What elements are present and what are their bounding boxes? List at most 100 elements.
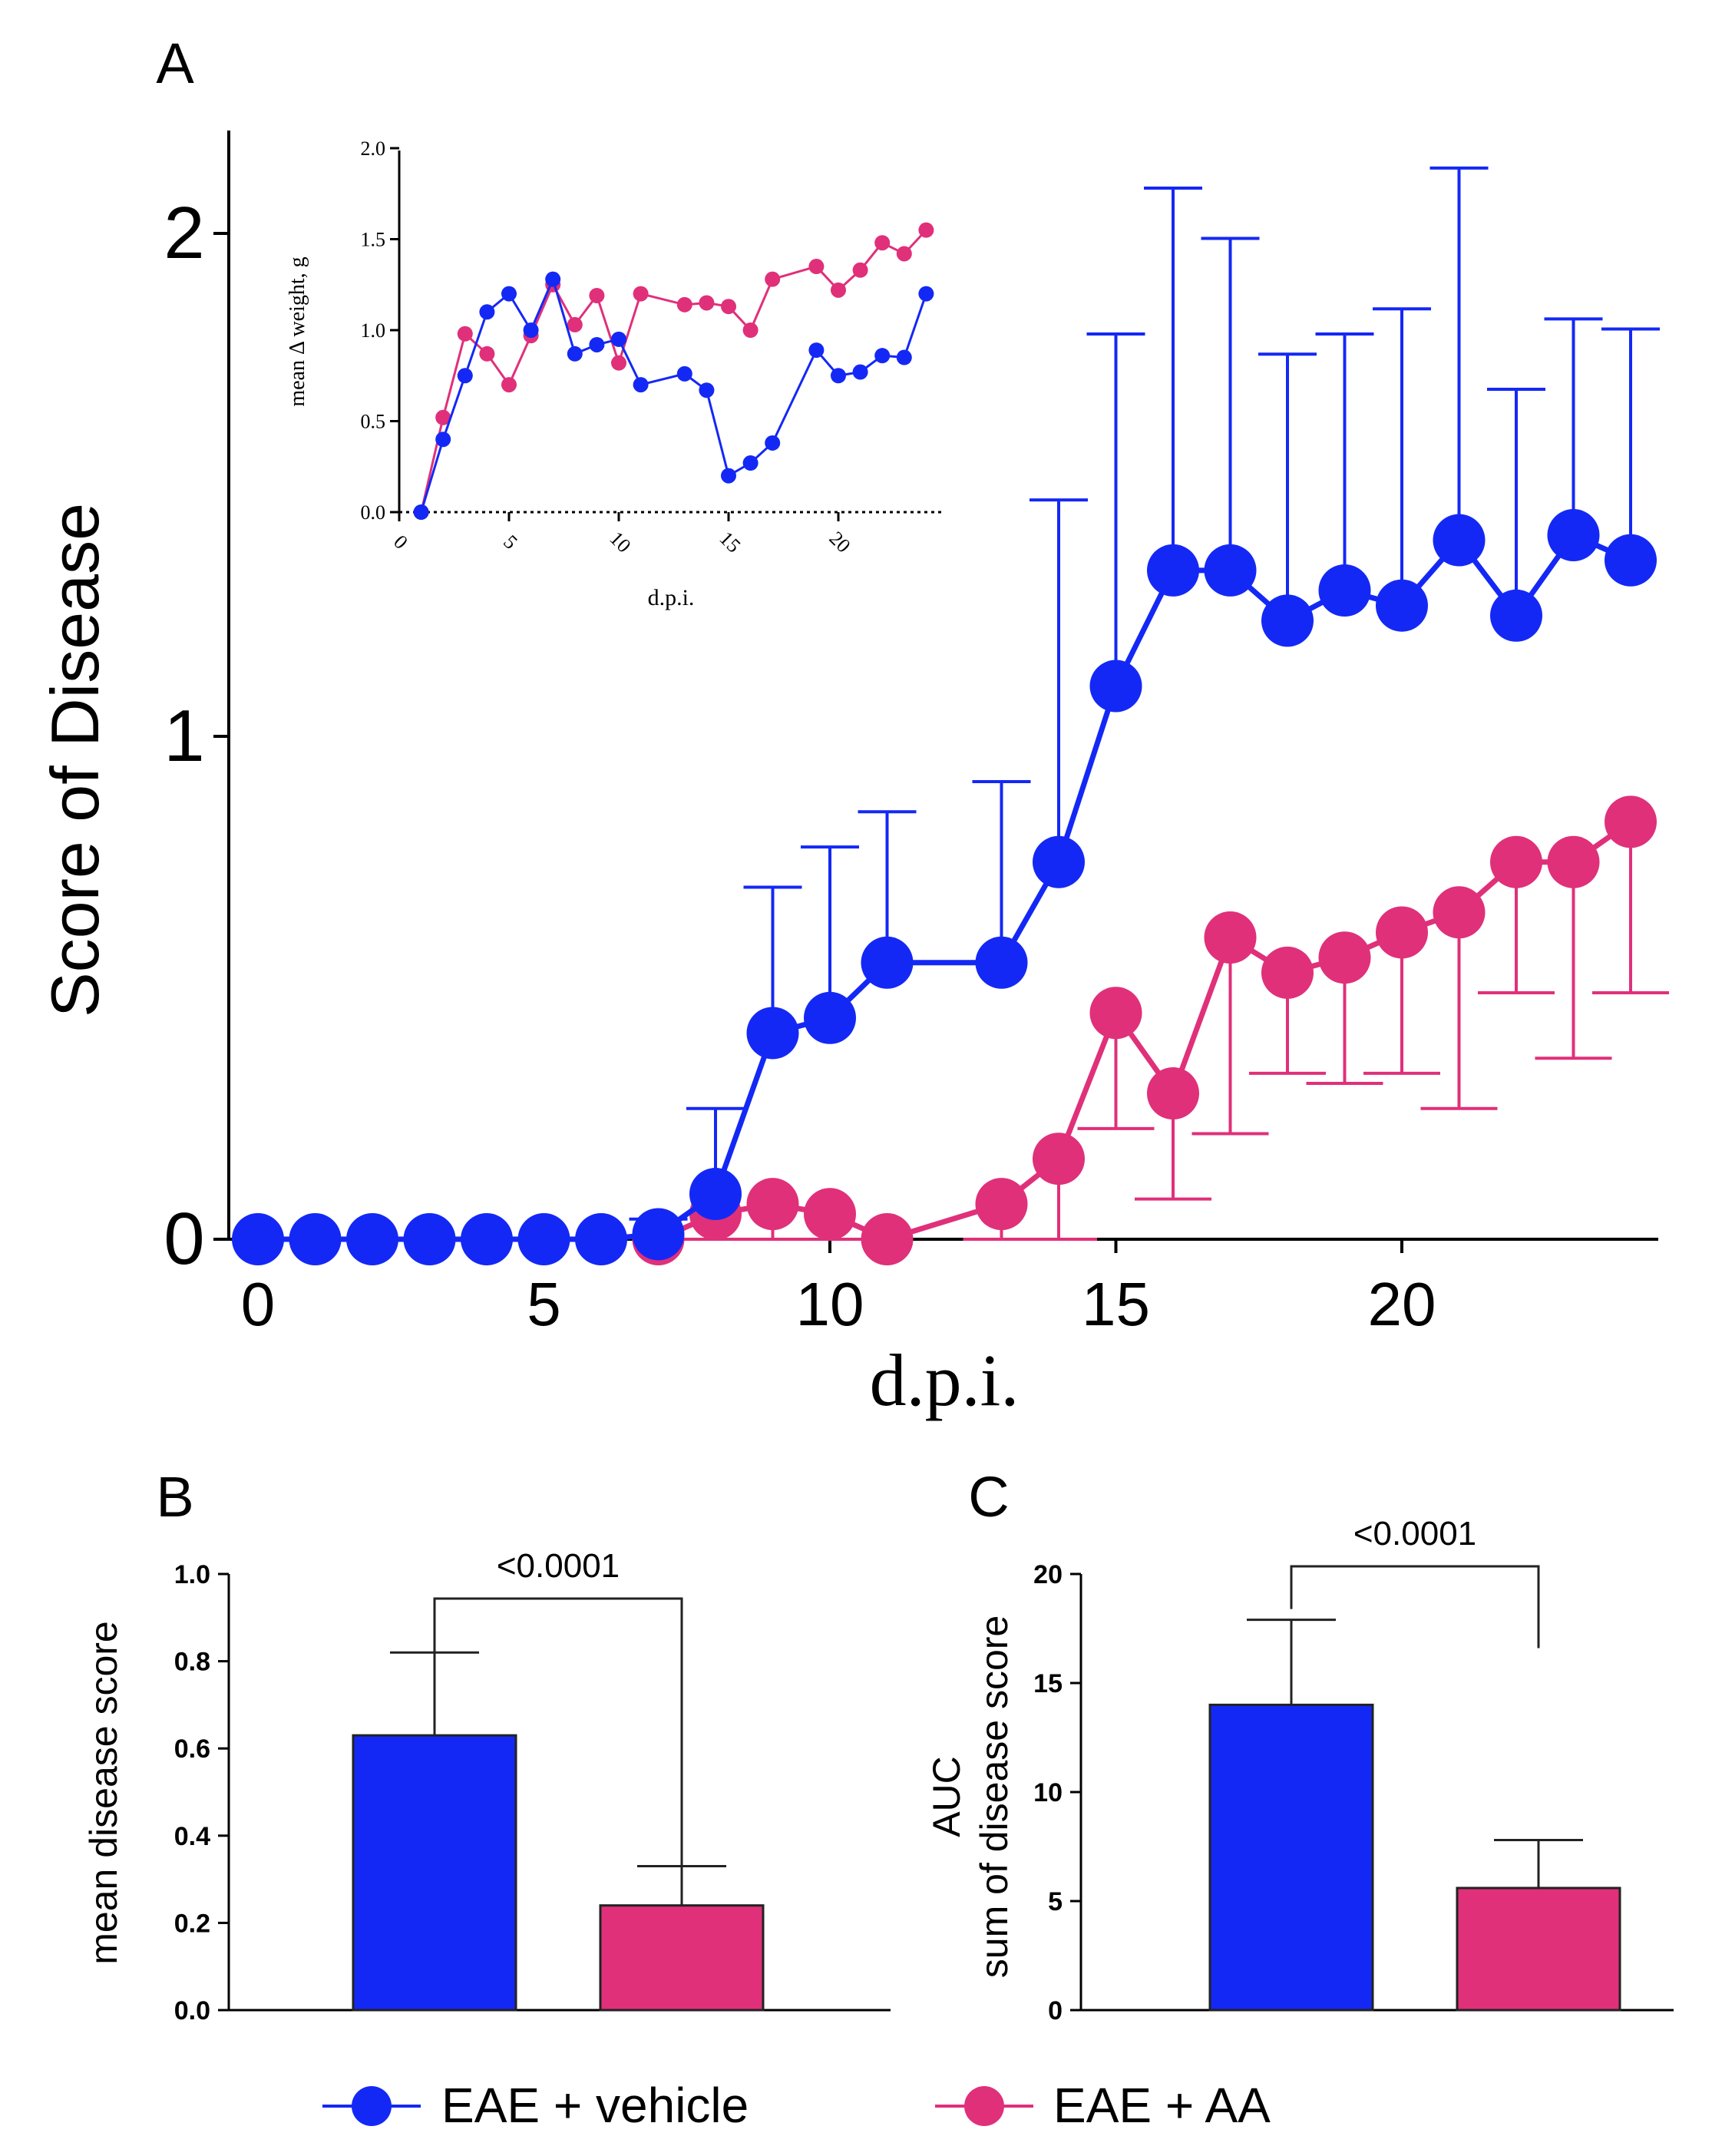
- legend-aa-marker: [964, 2086, 1004, 2126]
- inset-vehicle-point: [479, 304, 495, 320]
- a-vehicle-point: [861, 936, 914, 989]
- a-aa-point: [1261, 946, 1314, 999]
- a-vehicle-point: [1089, 660, 1142, 713]
- inset-aa-point: [567, 316, 583, 332]
- inset-x-tick-label: 0: [389, 531, 412, 554]
- inset-aa-point: [808, 259, 825, 275]
- b-y-axis-label: mean disease score: [82, 1621, 125, 1964]
- legend-vehicle-marker: [352, 2086, 392, 2126]
- a-vehicle-line: [258, 532, 1632, 1242]
- a-vehicle-point: [517, 1213, 570, 1265]
- c-y-tick-label: 0: [1048, 1996, 1063, 2025]
- a-aa-point: [1547, 835, 1600, 888]
- inset-vehicle-point: [676, 365, 692, 382]
- c-y-axis-label-line2: sum of disease score: [973, 1615, 1016, 1978]
- c-bar-vehicle: [1208, 1703, 1374, 2012]
- inset-vehicle-point: [589, 336, 605, 352]
- inset-vehicle-point: [765, 435, 781, 451]
- c-significance-bracket: [1290, 1565, 1540, 1648]
- a-vehicle-point: [1605, 534, 1657, 587]
- a-aa-point: [1147, 1067, 1199, 1120]
- inset-vehicle-point: [831, 368, 846, 384]
- a-aa-point: [1605, 795, 1657, 848]
- inset-vehicle-point: [699, 382, 715, 398]
- inset-aa-point: [918, 222, 934, 238]
- a-aa-point: [804, 1188, 856, 1241]
- inset-vehicle-point: [633, 377, 649, 393]
- panel-label-b: B: [156, 1465, 193, 1529]
- a-x-tick-label: 15: [1082, 1270, 1150, 1338]
- inset-y-tick-label: 2.0: [361, 137, 386, 160]
- legend-aa-label: EAE + AA: [1053, 2078, 1271, 2133]
- a-vehicle-point: [1376, 579, 1428, 632]
- a-x-tick-label: 0: [241, 1270, 276, 1338]
- inset-x-tick-label: 5: [499, 531, 522, 554]
- c-bar-aa: [1456, 1886, 1621, 2012]
- c-significance-label: <0.0001: [1353, 1515, 1476, 1553]
- legend-vehicle-label: EAE + vehicle: [441, 2078, 749, 2133]
- b-y-tick-label: 0.0: [174, 1996, 210, 2025]
- a-vehicle-point: [1318, 564, 1371, 617]
- a-aa-line: [657, 819, 1633, 1242]
- a-vehicle-point: [632, 1208, 685, 1261]
- a-aa-point: [1204, 911, 1257, 964]
- a-x-axis-label: d.p.i.: [870, 1339, 1020, 1421]
- inset-aa-point: [742, 322, 759, 338]
- b-significance-bracket: [433, 1597, 683, 1867]
- a-aa-point: [1376, 906, 1428, 959]
- a-y-axis-label: Score of Disease: [37, 503, 113, 1017]
- a-vehicle-point: [1490, 589, 1542, 642]
- inset-aa-point: [721, 299, 736, 315]
- inset-aa-point: [457, 326, 473, 342]
- inset-vehicle-line: [420, 278, 927, 513]
- inset-vehicle-point: [435, 432, 451, 448]
- a-aa-point: [1089, 987, 1142, 1040]
- a-vehicle-point: [1033, 835, 1085, 888]
- inset-aa-point: [676, 296, 692, 312]
- inset-vehicle-point: [742, 455, 759, 471]
- inset-vehicle-point: [808, 342, 825, 359]
- a-vehicle-point: [289, 1213, 342, 1265]
- panel-label-c: C: [968, 1465, 1009, 1529]
- inset-aa-point: [611, 355, 626, 371]
- inset-vehicle-point: [896, 349, 912, 365]
- a-vehicle-point: [575, 1213, 627, 1265]
- a-vehicle-point: [232, 1213, 284, 1265]
- b-bar-vehicle: [352, 1734, 517, 2012]
- inset-x-tick-label: 20: [825, 527, 855, 557]
- inset-vehicle-point: [545, 271, 561, 287]
- a-aa-point: [1433, 886, 1486, 939]
- inset-aa-line: [420, 229, 927, 513]
- a-x-tick-label: 20: [1368, 1270, 1436, 1338]
- inset-aa-point: [633, 286, 649, 302]
- inset-y-tick-label: 0.5: [361, 411, 386, 433]
- c-y-axis-label-line1: AUC: [925, 1756, 968, 1837]
- a-x-tick-label: 10: [796, 1270, 864, 1338]
- a-aa-point: [1033, 1133, 1085, 1185]
- a-x-tick-label: 5: [527, 1270, 561, 1338]
- a-aa-point: [1318, 931, 1371, 984]
- b-y-tick-label: 0.6: [174, 1734, 210, 1764]
- inset-aa-point: [479, 346, 495, 362]
- inset-vehicle-point: [611, 331, 626, 347]
- a-vehicle-point: [746, 1007, 799, 1060]
- a-aa-point: [861, 1213, 914, 1265]
- inset-vehicle-point: [501, 286, 517, 302]
- inset-vehicle-point: [721, 468, 736, 484]
- inset-aa-point: [896, 246, 912, 262]
- inset-x-tick-label: 10: [606, 527, 636, 557]
- inset-vehicle-point: [874, 348, 891, 364]
- a-y-tick-label: 1: [164, 695, 204, 777]
- b-significance-label: <0.0001: [497, 1547, 620, 1585]
- c-y-tick-label: 20: [1033, 1560, 1063, 1589]
- b-y-tick-label: 0.8: [174, 1648, 210, 1677]
- a-y-tick-label: 2: [164, 192, 204, 274]
- panel-label-a: A: [156, 31, 194, 95]
- a-aa-point: [746, 1178, 799, 1231]
- c-y-tick-label: 5: [1048, 1887, 1063, 1916]
- b-y-tick-label: 1.0: [174, 1560, 210, 1589]
- inset-aa-point: [435, 409, 451, 425]
- a-aa-point: [1490, 835, 1542, 888]
- inset-aa-point: [852, 262, 868, 278]
